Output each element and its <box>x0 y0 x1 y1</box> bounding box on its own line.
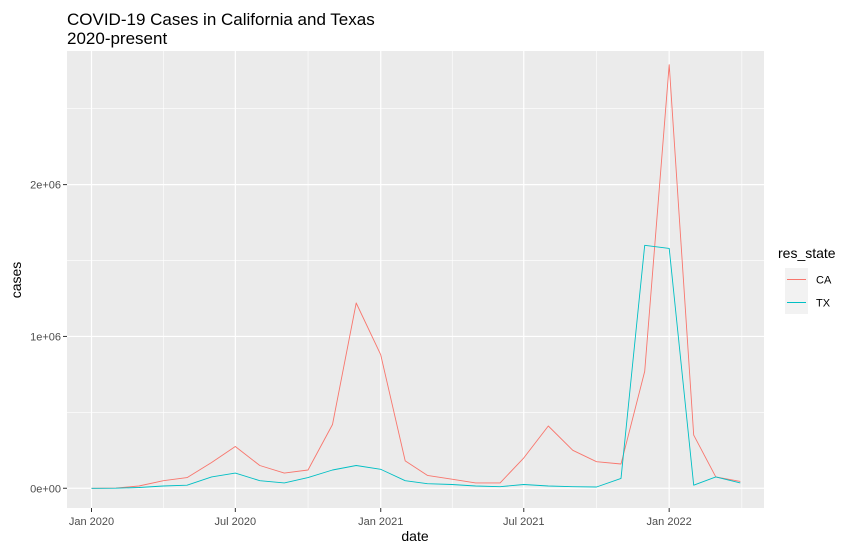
x-axis-title: date <box>401 528 428 544</box>
series-line-ca <box>91 64 741 489</box>
x-tick-label: Jan 2022 <box>647 516 692 528</box>
x-tick-labels: Jan 2020 Jul 2020 Jan 2021 Jul 2021 Jan 2022 <box>69 516 692 528</box>
y-tick-label: 0e+00 <box>30 483 61 495</box>
grid-minor <box>67 51 764 508</box>
x-tick-label: Jul 2020 <box>215 516 257 528</box>
y-tick-labels: 0e+00 1e+06 2e+06 <box>30 180 61 496</box>
legend-items: CA TX <box>785 268 832 314</box>
axis-ticks <box>63 184 670 512</box>
legend-label-ca: CA <box>816 275 832 287</box>
x-tick-label: Jan 2021 <box>358 516 403 528</box>
x-tick-label: Jan 2020 <box>69 516 114 528</box>
y-tick-label: 2e+06 <box>30 180 61 192</box>
y-tick-label: 1e+06 <box>30 331 61 343</box>
y-axis-title: cases <box>8 262 24 299</box>
legend: res_state CA TX <box>778 245 836 314</box>
series-lines <box>91 64 741 489</box>
legend-title: res_state <box>778 245 836 261</box>
x-tick-label: Jul 2021 <box>503 516 545 528</box>
chart-subtitle: 2020-present <box>67 29 167 48</box>
legend-label-tx: TX <box>816 298 831 310</box>
series-line-tx <box>91 244 741 489</box>
plot-panel <box>67 51 764 508</box>
chart-title: COVID-19 Cases in California and Texas <box>67 10 375 29</box>
